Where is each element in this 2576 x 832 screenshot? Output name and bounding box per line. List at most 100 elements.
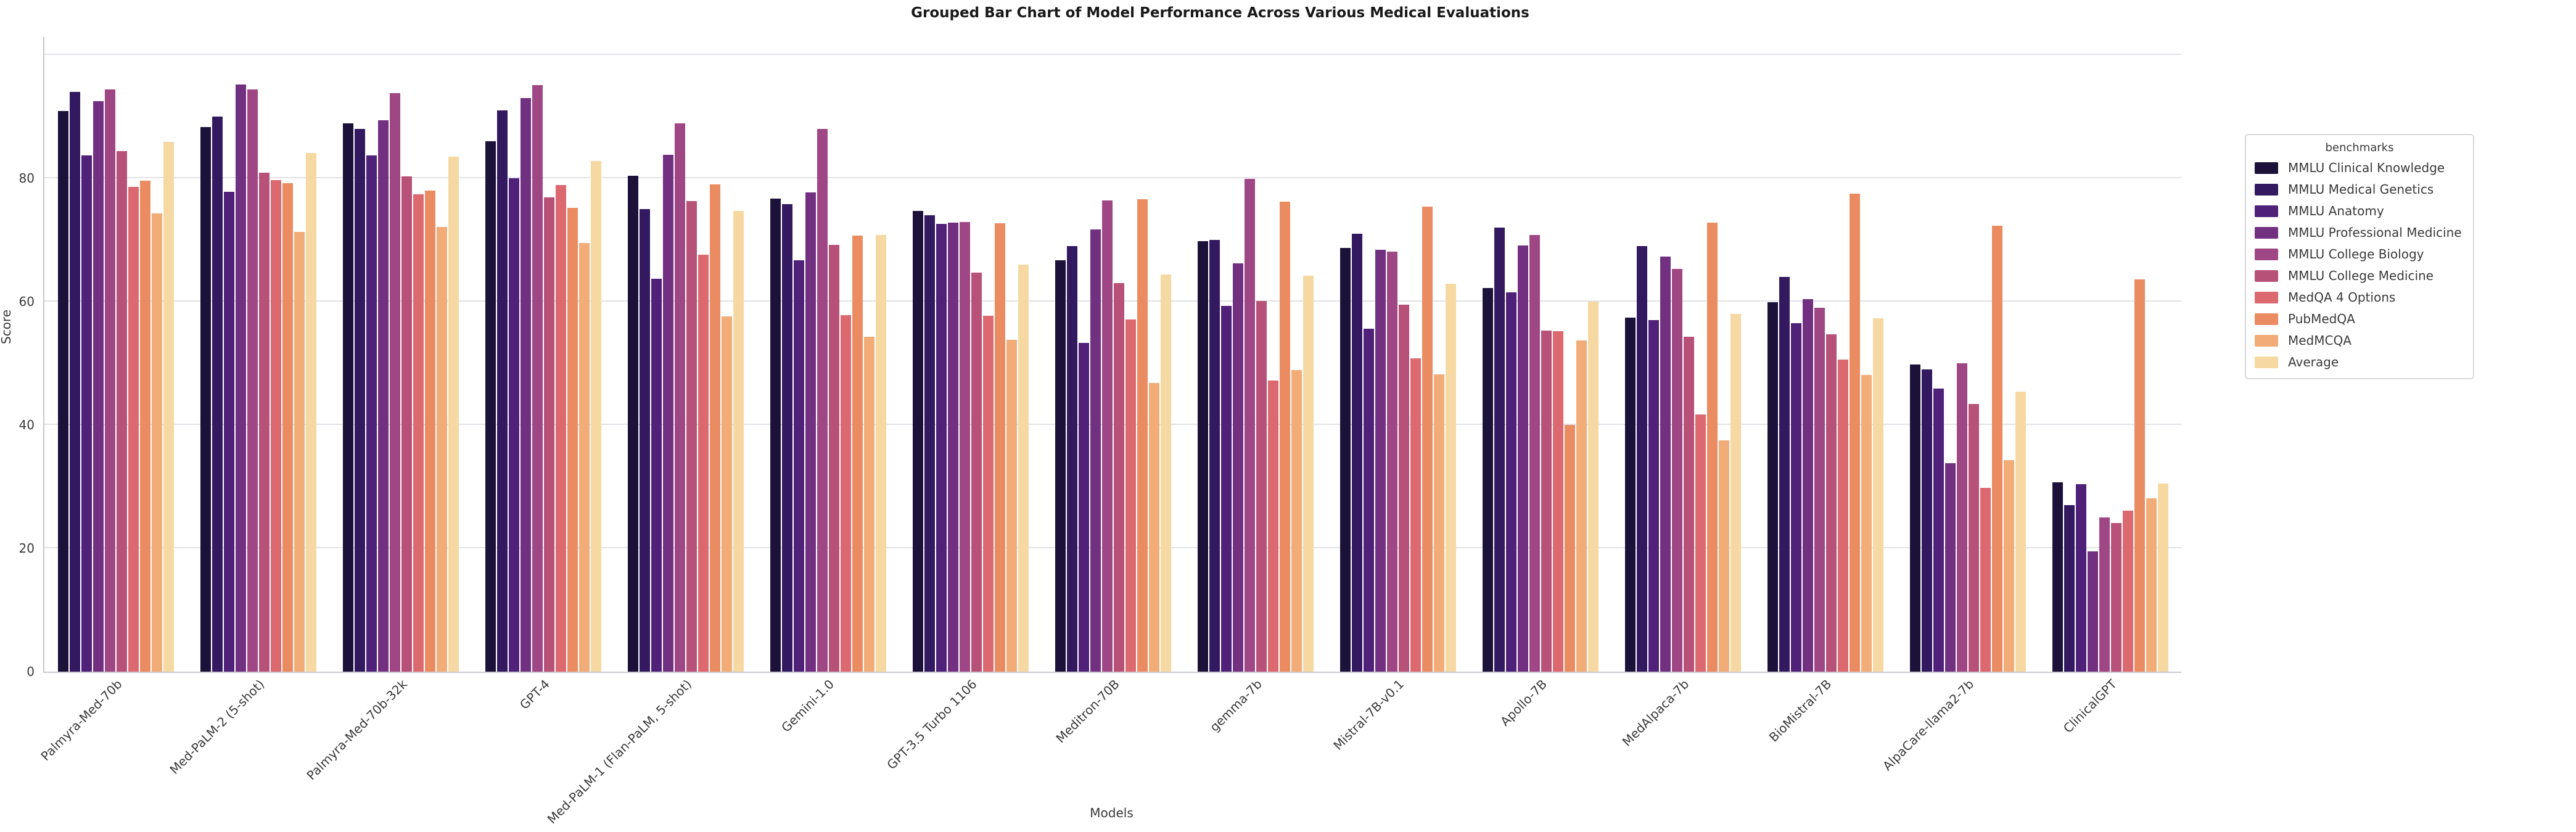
bar [912, 211, 923, 672]
bar [508, 178, 519, 672]
bar [1160, 274, 1171, 672]
bar [2064, 505, 2075, 672]
bar [354, 129, 365, 672]
plot-area [43, 37, 2181, 673]
legend-item-label: MMLU Medical Genetics [2288, 182, 2434, 197]
bar [1422, 207, 1433, 672]
bar [1078, 343, 1089, 672]
bar [1730, 314, 1741, 672]
bar [69, 92, 80, 672]
bar [1101, 200, 1113, 672]
bar [1944, 463, 1956, 672]
legend-item-label: PubMedQA [2288, 311, 2355, 326]
bar [793, 260, 804, 672]
bar [2087, 551, 2098, 672]
bar [1636, 246, 1647, 672]
bar [520, 98, 531, 672]
bar [1779, 277, 1790, 672]
bar [627, 176, 638, 672]
legend-title: benchmarks [2325, 141, 2394, 154]
bar [1113, 283, 1124, 672]
bar-group-Palmyra-Med-70b [44, 37, 187, 672]
bar [1695, 414, 1706, 672]
bar [936, 224, 947, 672]
x-tick-label-text: Palmyra-Med-70b-32k [303, 677, 410, 783]
legend-swatch [2255, 291, 2278, 303]
legend-item-label: MedQA 4 Options [2288, 290, 2396, 305]
bar [1267, 381, 1278, 672]
bar [1055, 260, 1066, 672]
bar [163, 142, 174, 672]
bar [200, 127, 211, 672]
legend-item-label: MMLU Professional Medicine [2288, 225, 2462, 240]
bar [1683, 337, 1694, 672]
bar [971, 273, 982, 672]
bar [2157, 484, 2168, 672]
bar [994, 223, 1005, 672]
bar-group-GPT-3.5 Turbo 1106 [899, 37, 1042, 672]
legend-swatch [2255, 356, 2278, 368]
bar [1814, 308, 1825, 672]
bar [805, 192, 816, 672]
bar [1232, 263, 1243, 672]
bar [436, 227, 447, 672]
bar [770, 199, 781, 672]
bar [401, 176, 412, 672]
legend-item: MMLU Professional Medicine [2255, 225, 2464, 240]
bar [1564, 425, 1575, 672]
legend-item-label: MMLU Clinical Knowledge [2288, 160, 2445, 175]
bar-group-Palmyra-Med-70b-32k [329, 37, 472, 672]
bar [1279, 202, 1290, 672]
y-tick-label-80: 80 [19, 171, 35, 186]
bar [1339, 248, 1351, 672]
legend-swatch [2255, 183, 2278, 196]
bar [875, 235, 886, 672]
bar-group-Med-PaLM-2 (5-shot) [187, 37, 329, 672]
bar [151, 213, 162, 672]
bar-group-GPT-4 [472, 37, 614, 672]
bar [543, 197, 554, 672]
x-tick-label-text: BioMistral-7B [1766, 677, 1835, 745]
bar [2099, 517, 2110, 672]
bar [1872, 318, 1883, 672]
bar [1482, 288, 1493, 672]
bar [377, 120, 389, 672]
bar [555, 185, 566, 672]
bar [1706, 223, 1718, 672]
bar [223, 192, 234, 672]
bar [270, 180, 281, 672]
bar [1433, 374, 1444, 672]
legend-item: PubMedQA [2255, 311, 2464, 326]
bar [1256, 301, 1267, 672]
bar-group-ClinicalGPT [2039, 37, 2181, 672]
legend-swatch [2255, 334, 2278, 347]
x-tick-label-text: Mistral-7B-v0.1 [1330, 677, 1407, 753]
legend-swatch [2255, 270, 2278, 282]
bar [567, 208, 578, 672]
bar [578, 243, 590, 672]
bar [1505, 292, 1516, 672]
bar [104, 89, 115, 672]
bar-group-AlpaCare-llama2-7b [1896, 37, 2039, 672]
x-tick-label-text: Palmyra-Med-70b [38, 677, 125, 764]
legend-item-label: MMLU College Medicine [2288, 268, 2434, 283]
bar [496, 110, 508, 672]
bar [448, 157, 459, 672]
bar [721, 316, 732, 672]
legend-swatch [2255, 313, 2278, 325]
bar [1125, 319, 1136, 672]
bar-group-Mistral-7B-v0.1 [1327, 37, 1469, 672]
bar [1660, 257, 1671, 672]
bar [1587, 302, 1599, 672]
legend-item: MMLU College Medicine [2255, 268, 2464, 283]
bar [1956, 363, 1967, 672]
gridline-100 [44, 54, 2181, 55]
bar [235, 84, 246, 672]
x-tick-label-text: gemma-7b [1206, 677, 1265, 735]
bar [1220, 306, 1232, 672]
bar [1375, 250, 1386, 672]
bar [1552, 331, 1563, 672]
bar [686, 201, 697, 672]
bar [1671, 269, 1682, 672]
